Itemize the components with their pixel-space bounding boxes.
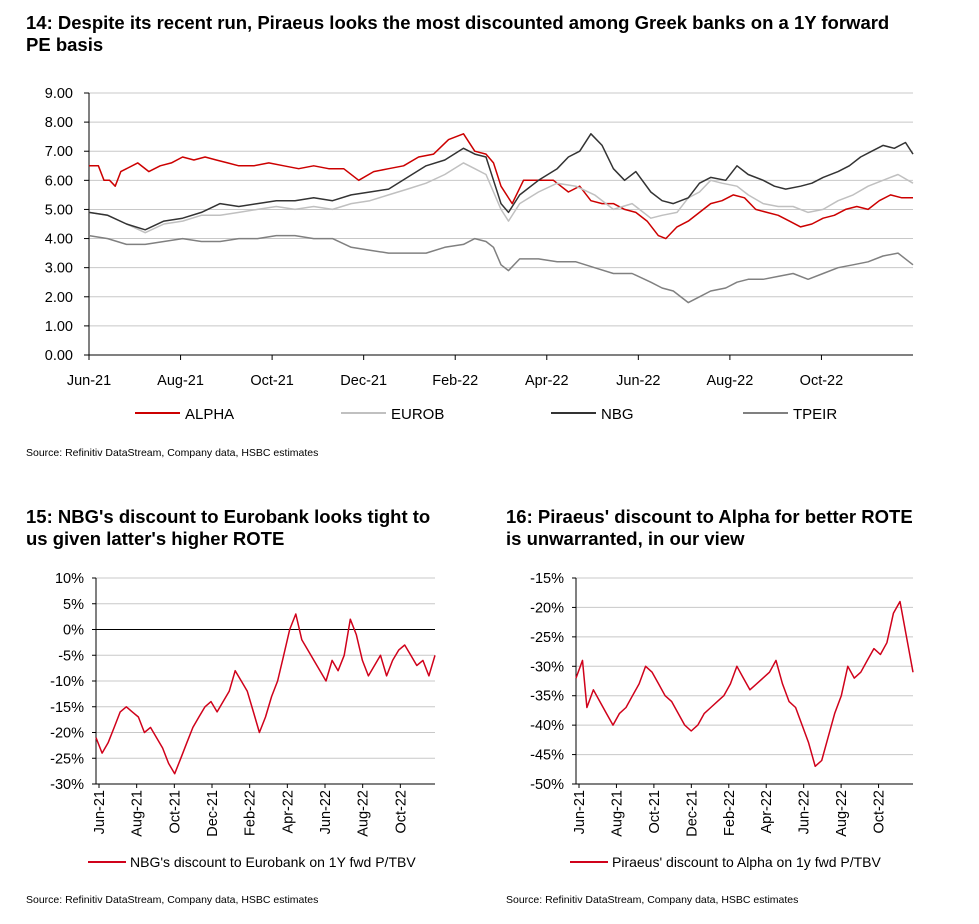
chart15-source: Source: Refinitiv DataStream, Company da…: [26, 894, 319, 906]
chart14-x-tick-label: Oct-22: [800, 373, 844, 389]
chart15-x-tick-label: Oct-21: [167, 790, 183, 834]
chart16-y-tick-label: -35%: [530, 689, 564, 705]
chart15-y-tick-label: -20%: [50, 726, 84, 742]
chart15-y-tick-label: -10%: [50, 674, 84, 690]
chart14-legend-label-nbg: NBG: [601, 406, 634, 423]
chart14-title-line2: PE basis: [26, 34, 104, 55]
chart14-y-tick-label: 1.00: [45, 319, 73, 335]
chart15-x-tick-label: Jun-22: [318, 790, 334, 834]
chart14-legend-label-eurob: EUROB: [391, 406, 444, 423]
chart15-y-tick-label: -5%: [58, 648, 84, 664]
chart15-title-line2: us given latter's higher ROTE: [26, 528, 285, 549]
chart15-y-tick-label: 5%: [63, 597, 84, 613]
chart14-y-tick-label: 9.00: [45, 86, 73, 102]
chart16-x-tick-label: Jun-22: [797, 790, 813, 834]
chart15-x-tick-label: Dec-21: [205, 790, 221, 837]
chart16-x-tick-label: Jun-21: [572, 790, 588, 834]
chart14-x-tick-label: Jun-22: [616, 373, 660, 389]
chart16-x-tick-label: Apr-22: [759, 790, 775, 834]
chart15-title: 15: NBG's discount to Eurobank looks tig…: [26, 506, 476, 550]
chart15-x-tick-label: Aug-22: [356, 790, 372, 837]
chart16-y-tick-label: -15%: [530, 571, 564, 587]
chart14-y-tick-label: 5.00: [45, 202, 73, 218]
chart15-y-tick-label: -30%: [50, 777, 84, 793]
chart15-title-line1: 15: NBG's discount to Eurobank looks tig…: [26, 506, 431, 527]
chart14-y-tick-label: 7.00: [45, 144, 73, 160]
chart16-source: Source: Refinitiv DataStream, Company da…: [506, 894, 799, 906]
chart16-title: 16: Piraeus' discount to Alpha for bette…: [506, 506, 966, 550]
chart14-x-tick-label: Apr-22: [525, 373, 569, 389]
chart14-series-alpha: [89, 133, 913, 240]
chart14-series-tpeir: [88, 234, 914, 304]
chart14-y-tick-label: 6.00: [45, 173, 73, 189]
chart15-y-tick-label: -15%: [50, 700, 84, 716]
chart16-y-tick-label: -20%: [530, 600, 564, 616]
chart15-y-tick-label: 0%: [63, 623, 84, 639]
chart14-x-tick-label: Oct-21: [250, 373, 294, 389]
chart16-x-tick-label: Aug-21: [609, 790, 625, 837]
chart14-series-eurob: [88, 162, 914, 234]
chart15-y-tick-label: 10%: [55, 571, 84, 587]
chart14-x-tick-label: Aug-22: [707, 373, 754, 389]
chart15-series-line: [95, 613, 436, 775]
chart15-x-tick-label: Aug-21: [130, 790, 146, 837]
chart15-x-tick-label: Oct-22: [393, 790, 409, 834]
chart16-x-tick-label: Oct-22: [872, 790, 888, 834]
chart16-y-tick-label: -25%: [530, 630, 564, 646]
chart16-title-line1: 16: Piraeus' discount to Alpha for bette…: [506, 506, 913, 527]
chart16-series-line: [575, 600, 914, 768]
chart14-y-tick-label: 8.00: [45, 115, 73, 131]
chart14-svg: 0.00 1.00 2.00 3.00 4.00 5.00 6.00 7.00 8.00 9.00…: [45, 86, 914, 423]
chart14-x-tick-label: Aug-21: [157, 373, 204, 389]
chart14-y-tick-label: 0.00: [45, 348, 73, 364]
chart16-title-line2: is unwarranted, in our view: [506, 528, 745, 549]
chart16-x-tick-label: Feb-22: [722, 790, 738, 836]
chart15-x-tick-label: Apr-22: [280, 790, 296, 834]
chart16-x-tick-label: Dec-21: [684, 790, 700, 837]
chart15-legend-label: NBG's discount to Eurobank on 1Y fwd P/T…: [130, 854, 416, 870]
chart14-legend-label-tpeir: TPEIR: [793, 406, 837, 423]
chart14-y-tick-label: 3.00: [45, 261, 73, 277]
chart14-legend-label-alpha: ALPHA: [185, 406, 234, 423]
chart14-x-tick-label: Feb-22: [432, 373, 478, 389]
chart14-title: 14: Despite its recent run, Piraeus look…: [26, 12, 966, 56]
chart14-y-tick-label: 4.00: [45, 232, 73, 248]
chart14-y-tick-label: 2.00: [45, 290, 73, 306]
chart14-series-nbg: [88, 133, 914, 231]
chart16-y-tick-label: -50%: [530, 777, 564, 793]
chart16-legend-label: Piraeus' discount to Alpha on 1y fwd P/T…: [612, 854, 881, 870]
chart15-y-tick-label: -25%: [50, 751, 84, 767]
chart14-title-line1: 14: Despite its recent run, Piraeus look…: [26, 12, 890, 33]
chart16-x-tick-label: Oct-21: [647, 790, 663, 834]
chart16-y-tick-label: -45%: [530, 748, 564, 764]
chart16-y-tick-label: -40%: [530, 718, 564, 734]
chart15-x-tick-label: Feb-22: [243, 790, 259, 836]
chart14-source: Source: Refinitiv DataStream, Company da…: [26, 447, 319, 459]
chart14-x-tick-label: Dec-21: [340, 373, 387, 389]
chart15-x-tick-label: Jun-21: [92, 790, 108, 834]
chart16-y-tick-label: -30%: [530, 659, 564, 675]
chart14-x-tick-label: Jun-21: [67, 373, 111, 389]
chart16-x-tick-label: Aug-22: [834, 790, 850, 837]
